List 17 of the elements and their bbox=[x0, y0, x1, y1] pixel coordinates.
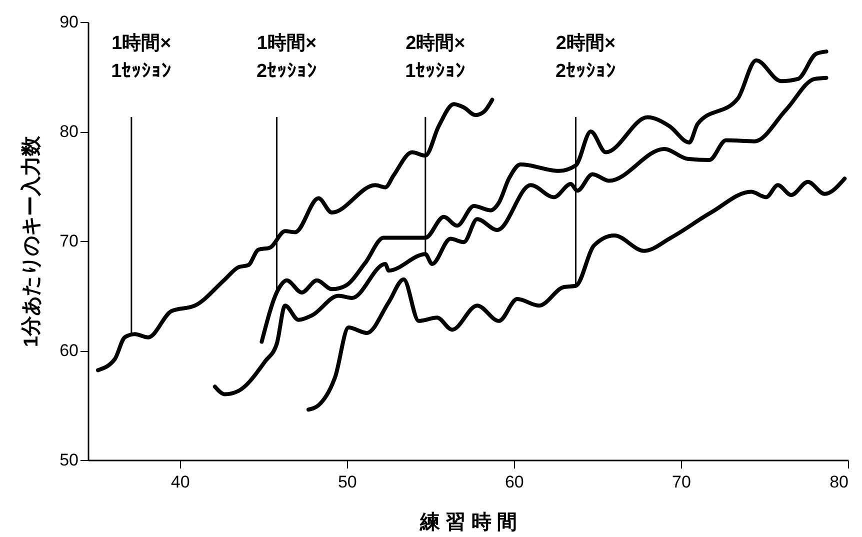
y-tick-label: 70 bbox=[60, 232, 78, 250]
x-tick-label: 40 bbox=[170, 472, 190, 492]
x-tick-label: 70 bbox=[672, 472, 691, 492]
x-tick-label: 60 bbox=[504, 472, 524, 492]
y-tick-label: 80 bbox=[60, 122, 78, 141]
ref-line-label: 2時間× 1ｾｯｼｮﾝ bbox=[405, 32, 466, 82]
x-tick-label: 80 bbox=[830, 472, 848, 492]
y-tick-label: 50 bbox=[60, 450, 78, 470]
x-tick-label: 50 bbox=[338, 472, 357, 492]
y-tick-label: 90 bbox=[60, 12, 78, 32]
ref-line-label: 2時間× 2ｾｯｼｮﾝ bbox=[555, 32, 616, 82]
line-series bbox=[96, 98, 494, 372]
y-tick-label: 60 bbox=[60, 341, 78, 360]
y-axis-title: 1分あたりのキー入力数 bbox=[20, 134, 43, 348]
ref-line-label: 1時間× 2ｾｯｼｮﾝ bbox=[256, 32, 318, 82]
ref-line-label: 1時間× 1ｾｯｼｮﾝ bbox=[111, 32, 172, 82]
x-axis-title: 練 習 時 間 bbox=[419, 512, 517, 534]
